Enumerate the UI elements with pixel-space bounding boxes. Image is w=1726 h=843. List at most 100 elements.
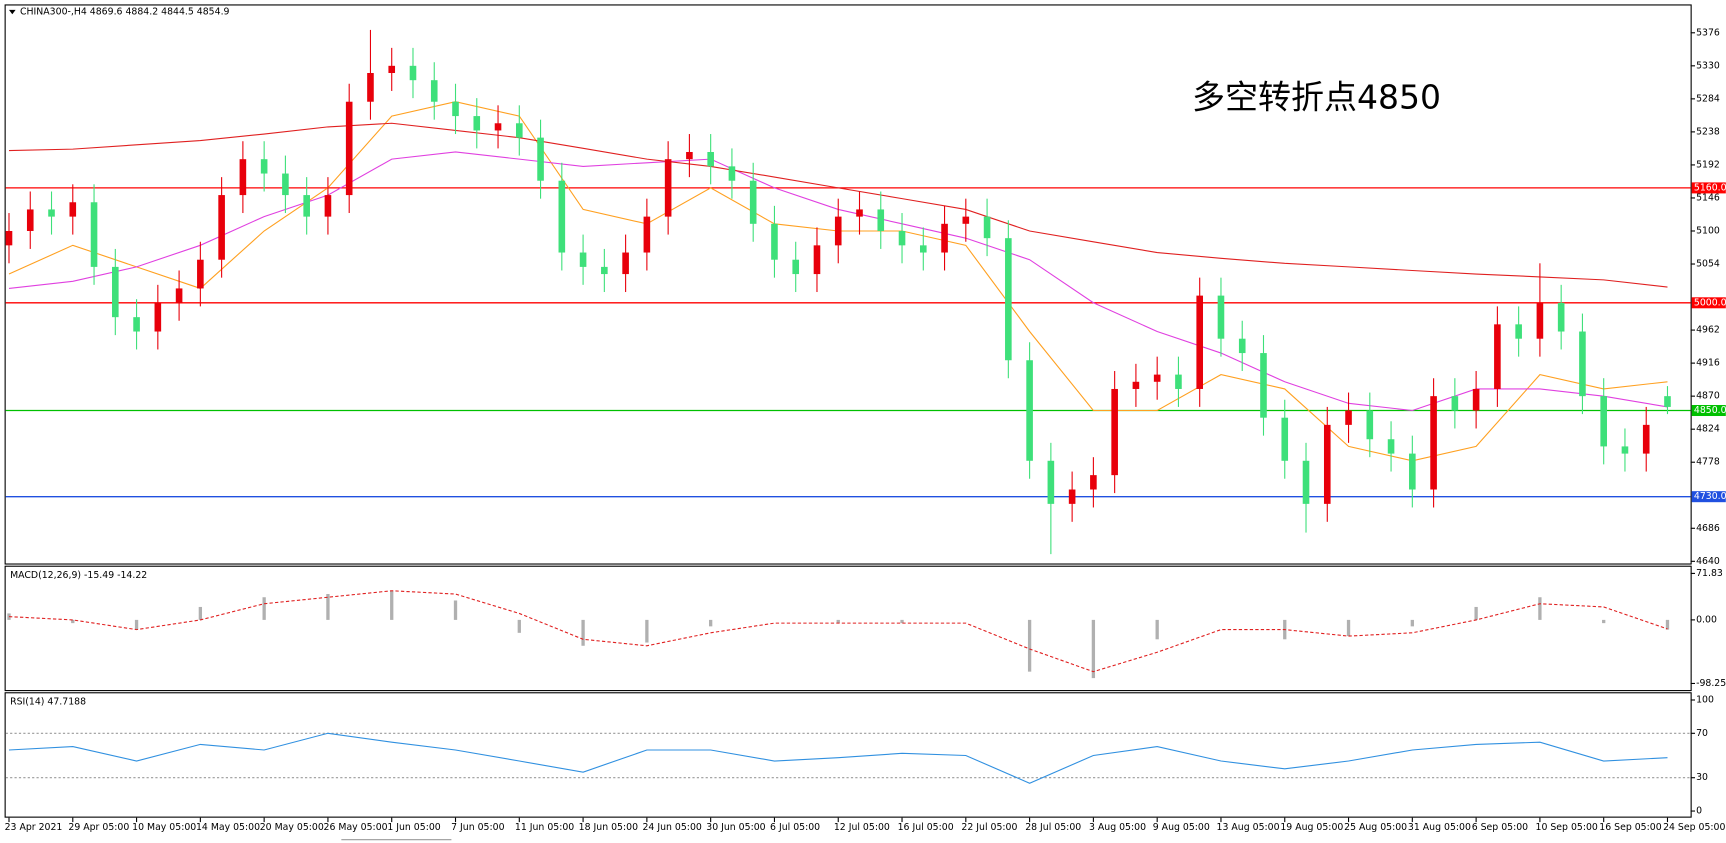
macd-bar — [390, 590, 394, 620]
candle-body — [749, 180, 757, 224]
candle-body — [1451, 396, 1459, 411]
candle-body — [558, 180, 566, 253]
annotation: 多空转折点4850 — [1192, 78, 1441, 117]
level-tag — [1691, 405, 1726, 417]
candle-body — [154, 302, 162, 332]
candle-body — [813, 245, 821, 275]
candle-body — [69, 202, 77, 217]
x-tick-label: 12 Jul 05:00 — [834, 822, 890, 833]
x-tick-label: 19 Aug 05:00 — [1280, 822, 1343, 833]
y-tick-label: 5192 — [1696, 159, 1720, 170]
y-tick-label: 70 — [1696, 728, 1708, 739]
candle-body — [1217, 295, 1225, 339]
candle-body — [345, 101, 353, 196]
x-tick-label: 31 Aug 05:00 — [1408, 822, 1471, 833]
candle-body — [728, 166, 736, 181]
x-tick-label: 28 Jul 05:00 — [1025, 822, 1081, 833]
level-label: 4730.0 — [1694, 491, 1726, 502]
x-tick-label: 3 Aug 05:00 — [1089, 822, 1146, 833]
candle-body — [282, 173, 289, 196]
x-tick-label: 24 Jun 05:00 — [642, 822, 701, 833]
x-tick-label: 14 May 05:00 — [196, 822, 260, 833]
candle-body — [877, 209, 885, 231]
x-tick-label: 10 Sep 05:00 — [1536, 822, 1598, 833]
candle-body — [1238, 338, 1246, 354]
candle-body — [1090, 475, 1097, 490]
candle-body — [1260, 353, 1267, 418]
x-tick-label: 6 Sep 05:00 — [1472, 822, 1528, 833]
candle-body — [303, 195, 310, 217]
moving-average — [8, 122, 1668, 288]
x-tick-label: 26 May 05:00 — [324, 822, 388, 833]
candle-body — [26, 209, 34, 231]
menu-triangle[interactable] — [8, 9, 16, 15]
macd-bar — [517, 619, 521, 633]
macd-bar — [198, 606, 203, 620]
y-tick-label: 5146 — [1696, 192, 1720, 203]
macd-bar — [900, 619, 904, 624]
candle-body — [1515, 324, 1522, 339]
candle-body — [1153, 374, 1161, 382]
y-tick-label: 4962 — [1696, 325, 1720, 336]
candle-body — [133, 317, 140, 332]
x-tick-label: 10 May 05:00 — [132, 822, 196, 833]
y-tick-label: 5330 — [1696, 60, 1720, 71]
x-tick-label: 24 Sep 05:00 — [1663, 822, 1725, 833]
candle-body — [898, 230, 906, 246]
x-tick-label: 7 Jun 05:00 — [451, 822, 504, 833]
y-tick-label: 4686 — [1696, 523, 1720, 534]
candle-body — [112, 266, 119, 318]
level-tag — [1691, 182, 1726, 194]
candle-body — [175, 288, 183, 303]
candle-body — [643, 216, 651, 253]
y-tick-label: 5284 — [1696, 93, 1720, 104]
x-tick-label: 13 Aug 05:00 — [1217, 822, 1280, 833]
y-tick-label: 4640 — [1696, 556, 1720, 567]
candle-body — [579, 252, 587, 267]
candle-body — [1430, 396, 1437, 490]
macd-bar — [1474, 606, 1478, 620]
candle-body — [197, 259, 204, 289]
level-label: 5160.0 — [1694, 182, 1726, 193]
y-tick-label: 4778 — [1696, 457, 1720, 468]
x-tick-label: 23 Apr 2021 — [5, 822, 63, 833]
candle-body — [452, 101, 459, 117]
candle-body — [409, 65, 417, 81]
level-tag — [1691, 491, 1726, 503]
level-label: 5000.0 — [1694, 297, 1726, 308]
macd-bar — [326, 594, 330, 620]
candle-body — [1579, 331, 1586, 397]
y-tick-label: 100 — [1696, 694, 1714, 705]
candle-body — [1068, 489, 1076, 504]
x-tick-label: 6 Jul 05:00 — [770, 822, 820, 833]
candle-body — [919, 245, 927, 253]
x-tick-label: 9 Aug 05:00 — [1153, 822, 1210, 833]
candle-body — [707, 151, 714, 167]
candle-body — [515, 123, 523, 138]
y-tick-label: 4916 — [1696, 358, 1720, 369]
candle-body — [1281, 417, 1289, 461]
y-tick-label: 71.83 — [1696, 568, 1723, 579]
candle-body — [834, 216, 842, 246]
macd-signal — [8, 590, 1668, 673]
candle-body — [1600, 396, 1607, 447]
candle-body — [1494, 324, 1501, 389]
macd-bar — [134, 619, 139, 630]
macd-title: MACD(12,26,9) -15.49 -14.22 — [10, 570, 147, 581]
macd-bar — [1665, 619, 1670, 630]
macd-bar — [453, 600, 458, 620]
candle-body — [1302, 460, 1310, 504]
candle-body — [664, 159, 672, 217]
candle-body — [1005, 238, 1012, 361]
macd-bar — [1027, 619, 1032, 672]
candle-body — [1557, 302, 1565, 332]
candle-body — [1409, 453, 1416, 490]
y-tick-label: 4824 — [1696, 424, 1720, 435]
y-tick-label: 5054 — [1696, 259, 1720, 270]
rsi-line — [8, 732, 1668, 784]
candle-body — [962, 216, 970, 224]
y-tick-label: 0.00 — [1696, 614, 1717, 625]
macd-bar — [71, 619, 75, 624]
x-tick-label: 25 Aug 05:00 — [1344, 822, 1407, 833]
